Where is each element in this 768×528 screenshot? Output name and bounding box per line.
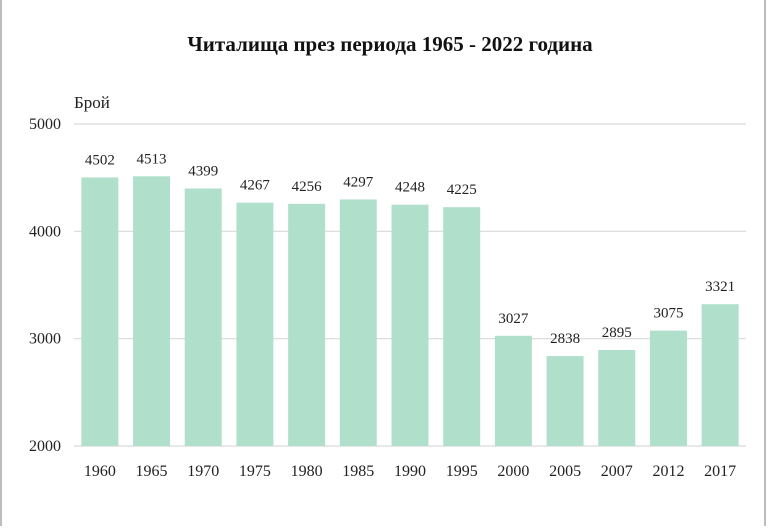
data-label-1990: 4248 (395, 180, 425, 196)
x-tick-label-1960: 1960 (84, 463, 116, 480)
data-label-2000: 3027 (498, 311, 529, 327)
chart-title: Читалища през периода 1965 - 2022 година (187, 32, 593, 56)
y-tick-label: 5000 (29, 116, 61, 133)
data-label-1995: 4225 (447, 182, 477, 198)
x-tick-label-1995: 1995 (446, 463, 478, 480)
bar-1960 (81, 177, 119, 446)
x-tick-label-2005: 2005 (549, 463, 581, 480)
bar-2017 (701, 304, 739, 446)
x-tick-label-1990: 1990 (394, 463, 426, 480)
x-tick-label-2017: 2017 (704, 463, 736, 480)
bar-1970 (184, 188, 222, 447)
bar-1980 (288, 203, 326, 446)
data-label-1960: 4502 (85, 152, 115, 168)
data-label-1975: 4267 (240, 178, 271, 194)
x-tick-label-1975: 1975 (239, 463, 271, 480)
x-tick-label-1970: 1970 (187, 463, 219, 480)
bar-2012 (649, 330, 687, 446)
data-label-1985: 4297 (343, 174, 374, 190)
data-label-1980: 4256 (292, 179, 323, 195)
x-tick-label-1985: 1985 (342, 463, 374, 480)
bars (81, 176, 739, 447)
x-tick-label-2012: 2012 (652, 463, 684, 480)
data-label-2005: 2838 (550, 331, 580, 347)
y-tick-label: 2000 (29, 438, 61, 455)
x-tick-label-1980: 1980 (291, 463, 323, 480)
bar-1995 (443, 207, 481, 446)
y-tick-label: 4000 (29, 223, 61, 240)
data-label-2007: 2895 (602, 325, 632, 341)
bar-2005 (546, 356, 584, 446)
x-tick-label-2007: 2007 (601, 463, 633, 480)
x-tick-label-2000: 2000 (497, 463, 529, 480)
data-label-1965: 4513 (137, 151, 167, 167)
data-label-2017: 3321 (705, 279, 735, 295)
bar-1985 (339, 199, 377, 446)
data-labels: 4502 4513 4399 4267 4256 4297 4248 4225 3027 2838… (85, 151, 735, 347)
x-tick-label-1965: 1965 (136, 463, 168, 480)
bar-1975 (236, 202, 274, 446)
y-tick-label: 3000 (29, 331, 61, 348)
data-label-1970: 4399 (188, 164, 218, 180)
y-axis-ticks: 2000 3000 4000 5000 (29, 116, 61, 455)
x-axis-ticks: 1960 1965 1970 1975 1980 1985 1990 1995 2000 2005… (84, 463, 736, 480)
bar-2007 (598, 349, 636, 446)
bar-2000 (494, 335, 532, 446)
data-label-2012: 3075 (653, 306, 683, 322)
bar-1990 (391, 204, 429, 446)
bar-1965 (133, 176, 171, 446)
y-axis-label: Брой (74, 93, 110, 112)
